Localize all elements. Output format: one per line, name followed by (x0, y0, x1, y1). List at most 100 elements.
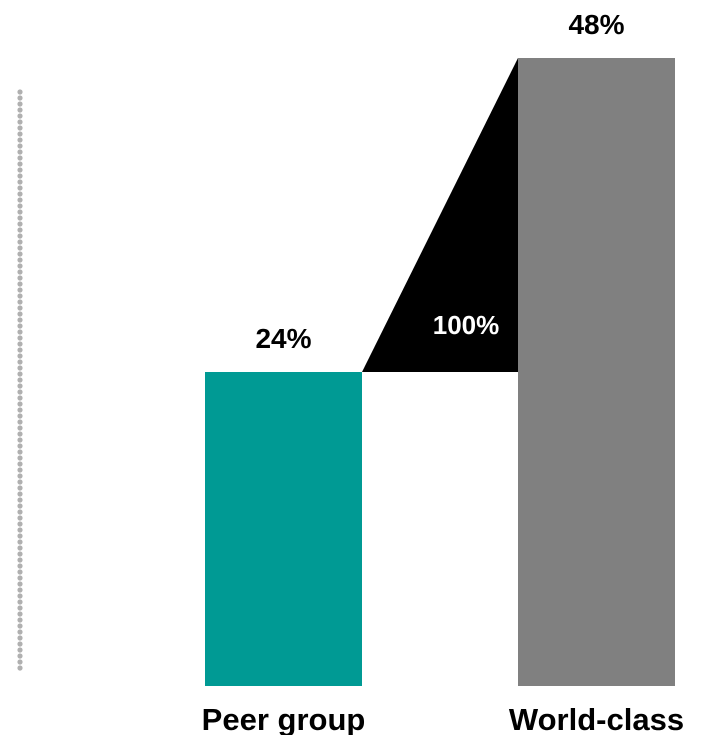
axis-dot (17, 557, 23, 563)
axis-dot (17, 101, 23, 107)
axis-dot (17, 365, 23, 371)
axis-dot (17, 377, 23, 383)
axis-dot (17, 587, 23, 593)
bars: 24% Peer group 48% World-class (202, 9, 684, 735)
axis-dot (17, 515, 23, 521)
axis-dot (17, 479, 23, 485)
axis-dot (17, 197, 23, 203)
axis-dot (17, 653, 23, 659)
gap-wedge (362, 58, 518, 372)
category-label: World-class (509, 702, 684, 735)
axis-dot (17, 443, 23, 449)
axis-dot (17, 545, 23, 551)
axis-dot (17, 329, 23, 335)
axis-dot (17, 605, 23, 611)
axis-dot (17, 473, 23, 479)
bar-peer-group (205, 372, 362, 686)
axis-dot (17, 569, 23, 575)
axis-dot (17, 269, 23, 275)
axis-dot (17, 647, 23, 653)
axis-dot (17, 209, 23, 215)
axis-dot (17, 551, 23, 557)
axis-dot (17, 239, 23, 245)
axis-dot (17, 407, 23, 413)
axis-dot (17, 137, 23, 143)
axis-dot (17, 353, 23, 359)
axis-dot (17, 233, 23, 239)
axis-dot (17, 119, 23, 125)
axis-dot (17, 461, 23, 467)
axis-dot (17, 125, 23, 131)
axis-dot (17, 143, 23, 149)
axis-dot (17, 227, 23, 233)
axis-dot (17, 527, 23, 533)
axis-dot (17, 215, 23, 221)
axis-dot (17, 371, 23, 377)
axis-dot (17, 413, 23, 419)
axis-dot (17, 293, 23, 299)
axis-dot (17, 179, 23, 185)
axis-dot (17, 491, 23, 497)
y-axis-dotted (17, 89, 23, 671)
axis-dot (17, 131, 23, 137)
axis-dot (17, 593, 23, 599)
axis-dot (17, 347, 23, 353)
axis-dot (17, 383, 23, 389)
axis-dot (17, 389, 23, 395)
axis-dot (17, 539, 23, 545)
axis-dot (17, 617, 23, 623)
axis-dot (17, 275, 23, 281)
value-label: 48% (568, 9, 624, 40)
value-label: 24% (255, 323, 311, 354)
axis-dot (17, 395, 23, 401)
axis-dot (17, 185, 23, 191)
axis-dot (17, 173, 23, 179)
axis-dot (17, 659, 23, 665)
axis-dot (17, 89, 23, 95)
axis-dot (17, 575, 23, 581)
axis-dot (17, 191, 23, 197)
axis-dot (17, 419, 23, 425)
axis-dot (17, 431, 23, 437)
axis-dot (17, 623, 23, 629)
axis-dot (17, 335, 23, 341)
axis-dot (17, 203, 23, 209)
axis-dot (17, 155, 23, 161)
bar-world-class (518, 58, 675, 686)
axis-dot (17, 287, 23, 293)
axis-dot (17, 509, 23, 515)
axis-dot (17, 107, 23, 113)
axis-dot (17, 317, 23, 323)
axis-dot (17, 245, 23, 251)
axis-dot (17, 629, 23, 635)
axis-dot (17, 497, 23, 503)
axis-dot (17, 455, 23, 461)
axis-dot (17, 533, 23, 539)
axis-dot (17, 281, 23, 287)
axis-dot (17, 359, 23, 365)
category-label: Peer group (202, 702, 366, 735)
axis-dot (17, 299, 23, 305)
axis-dot (17, 257, 23, 263)
axis-dot (17, 425, 23, 431)
axis-dot (17, 449, 23, 455)
axis-dot (17, 305, 23, 311)
axis-dot (17, 485, 23, 491)
axis-dot (17, 437, 23, 443)
axis-dot (17, 635, 23, 641)
axis-dot (17, 503, 23, 509)
axis-dot (17, 665, 23, 671)
axis-dot (17, 263, 23, 269)
axis-dot (17, 161, 23, 167)
axis-dot (17, 341, 23, 347)
axis-dot (17, 581, 23, 587)
axis-dot (17, 167, 23, 173)
gap-label: 100% (433, 310, 500, 340)
axis-dot (17, 251, 23, 257)
axis-dot (17, 95, 23, 101)
axis-dot (17, 521, 23, 527)
axis-dot (17, 611, 23, 617)
axis-dot (17, 323, 23, 329)
axis-dot (17, 149, 23, 155)
